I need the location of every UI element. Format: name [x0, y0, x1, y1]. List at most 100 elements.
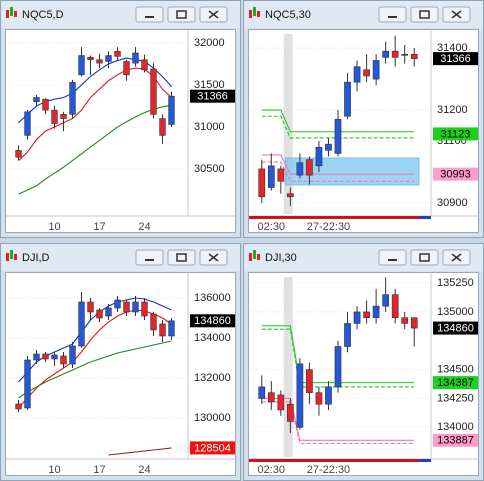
y-tick-label: 134250 [437, 392, 474, 404]
y-tick-label: 135250 [437, 277, 474, 289]
x-tick-label: 10 [48, 464, 60, 476]
candle-body [353, 66, 361, 83]
price-tag [433, 433, 478, 447]
app-icon [257, 11, 260, 17]
overlay-line [18, 340, 172, 399]
price-tag [433, 376, 478, 390]
restore-button[interactable] [410, 6, 439, 23]
candle-body [15, 403, 22, 410]
y-tick-label: 134000 [194, 332, 231, 344]
app-icon [249, 253, 252, 261]
candle-body [353, 311, 361, 324]
chart: DJI,30 134000 134250 134500 135000 135250 02:3… [243, 243, 484, 481]
app-icon [257, 254, 260, 260]
candle-body [382, 294, 389, 307]
minimize-button[interactable] [135, 249, 164, 266]
candle-body [51, 354, 58, 360]
app-icon [10, 250, 13, 259]
candle-body [325, 143, 332, 151]
candle-body [114, 51, 121, 57]
candle-body [105, 55, 112, 62]
price-tag-label: 31123 [441, 128, 471, 140]
y-tick-label: 30900 [437, 197, 468, 209]
overlay-line [18, 104, 172, 195]
price-tag [433, 127, 478, 141]
y-tick-label: 134000 [437, 421, 474, 433]
candle-body [372, 60, 380, 80]
overlay-line [261, 154, 415, 175]
restore-button[interactable] [167, 249, 196, 266]
candle-body [344, 323, 351, 347]
price-tag [190, 314, 235, 328]
x-tick-label: 10 [48, 221, 60, 233]
price-tag [190, 441, 235, 455]
candle-body [150, 313, 157, 331]
x-tick-label: 27-22:30 [307, 221, 350, 233]
candle-body [159, 323, 166, 337]
chart-window[interactable]: NQC5,30 30900 31100 31200 31400 02:30 27-22:30… [243, 0, 484, 238]
candle-body [287, 403, 294, 422]
app-icon [10, 7, 13, 16]
candle-body [391, 294, 399, 318]
y-tick-label: 30500 [194, 163, 225, 175]
x-tick-label: 27-22:30 [307, 464, 350, 476]
candle-body [69, 345, 76, 365]
overlay-line [261, 161, 415, 182]
candle-body [33, 97, 40, 103]
candle-body [114, 299, 121, 309]
candle-body [334, 119, 342, 154]
window-title: NQC5,30 [265, 9, 311, 21]
app-icon [253, 7, 256, 16]
candle-body [51, 109, 58, 124]
candle-body [168, 95, 175, 125]
candle-body [258, 168, 266, 198]
x-tick-label: 02:30 [258, 464, 286, 476]
candle-body [391, 50, 399, 58]
candle-body [150, 68, 157, 115]
chart-window[interactable]: NQC5,D 30500 31000 31500 32000 10 17 24 31366 [0, 0, 241, 238]
candle-body [410, 317, 418, 329]
button-glyph [176, 253, 187, 262]
x-tick-label: 24 [138, 221, 150, 233]
candle-body [132, 52, 139, 64]
candle-body [296, 162, 304, 176]
candle-body [334, 346, 342, 388]
price-tag-label: 128504 [194, 442, 231, 454]
chart-window[interactable]: DJI,D 130000 132000 134000 136000 10 17 24 13486… [0, 243, 241, 481]
candle-body [401, 317, 409, 324]
price-tag [433, 52, 478, 66]
minimize-button[interactable] [378, 6, 407, 23]
y-tick-label: 136000 [194, 292, 231, 304]
restore-button[interactable] [410, 249, 439, 266]
overlay-line [261, 397, 415, 441]
price-tag [433, 321, 478, 335]
chart-window[interactable]: DJI,30 134000 134250 134500 135000 135250 02:3… [243, 243, 484, 481]
candle-body [132, 301, 139, 313]
candle-body [401, 54, 409, 56]
y-tick-label: 31400 [437, 42, 468, 54]
candle-body [24, 359, 31, 409]
candle-body [60, 355, 67, 365]
candle-body [69, 82, 76, 115]
candle-body [306, 369, 313, 393]
x-tick-label: 02:30 [258, 221, 286, 233]
button-glyph [208, 253, 219, 262]
minimize-button[interactable] [378, 249, 407, 266]
candle-body [123, 301, 130, 313]
overlay-line [18, 67, 172, 161]
app-icon [14, 11, 17, 17]
y-tick-label: 132000 [194, 372, 231, 384]
price-tag-label: 134860 [194, 315, 231, 327]
candle-body [87, 56, 94, 61]
app-icon [253, 250, 256, 259]
candle-body [267, 165, 275, 188]
overlay-line [108, 447, 172, 456]
button-glyph [419, 10, 430, 19]
window-title: DJI,D [22, 252, 50, 264]
candle-body [306, 159, 313, 176]
restore-button[interactable] [167, 6, 196, 23]
minimize-button[interactable] [135, 6, 164, 23]
candle-body [42, 98, 49, 111]
candle-body [315, 146, 323, 167]
